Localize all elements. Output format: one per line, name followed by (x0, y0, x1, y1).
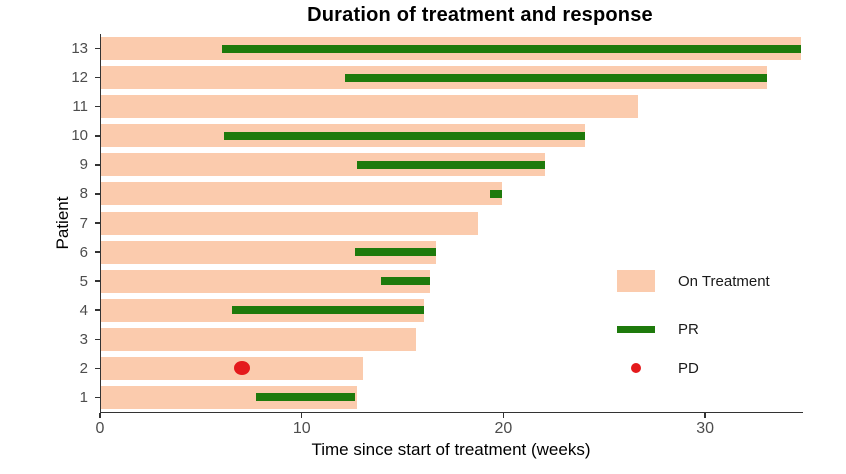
y-tick-mark (95, 396, 100, 399)
x-tick-mark (704, 413, 706, 418)
x-tick-mark (502, 413, 505, 418)
legend-label-pr: PR (678, 320, 699, 338)
on-treatment-bar (101, 240, 436, 264)
pr-bar (490, 189, 503, 198)
legend: On Treatment PR PD (617, 270, 807, 385)
x-tick-label: 10 (292, 420, 311, 437)
on-treatment-swatch-box (617, 270, 655, 292)
y-tick-label: 8 (79, 185, 88, 203)
y-tick-mark (95, 76, 100, 79)
on-treatment-bar (101, 385, 358, 409)
y-tick-label: 10 (71, 127, 88, 145)
on-treatment-swatch (617, 270, 655, 292)
x-axis: 0 10 20 30 (96, 413, 802, 473)
pr-bar (222, 44, 801, 53)
pr-line-swatch (617, 325, 655, 333)
pr-bar (357, 160, 545, 169)
plot-area (100, 34, 803, 413)
x-tick-mark (300, 413, 303, 418)
legend-label-pd: PD (678, 359, 699, 377)
y-tick-mark (95, 193, 100, 195)
legend-entry-on-treatment: On Treatment (617, 270, 770, 292)
pr-bar (256, 393, 356, 402)
on-treatment-bar (101, 182, 503, 206)
legend-entry-pr: PR (617, 318, 699, 340)
y-tick-mark (95, 367, 100, 370)
pr-bar (224, 131, 586, 140)
y-tick-mark (95, 105, 100, 108)
y-tick-label: 12 (71, 69, 88, 87)
on-treatment-bar (101, 327, 416, 351)
pd-dot (234, 361, 251, 376)
y-tick-mark (95, 280, 100, 282)
y-tick-label: 5 (79, 272, 88, 290)
y-tick-label: 6 (79, 243, 88, 261)
y-tick-label: 9 (79, 156, 88, 174)
x-tick-mark (99, 413, 101, 418)
pr-bar (355, 248, 436, 257)
pr-bar (345, 73, 767, 82)
pd-dot-swatch (631, 363, 641, 373)
on-treatment-bar (101, 211, 479, 235)
x-axis-label: Time since start of treatment (weeks) (311, 440, 591, 459)
x-tick-label: 0 (95, 420, 105, 437)
y-tick-mark (95, 309, 100, 311)
y-tick-label: 2 (79, 359, 88, 377)
y-tick-mark (95, 135, 100, 137)
y-tick-mark (95, 222, 100, 224)
y-tick-label: 4 (79, 301, 88, 319)
on-treatment-bar (101, 356, 364, 380)
y-axis: 13 12 11 10 9 8 7 6 5 4 3 2 1 (0, 34, 100, 412)
pr-bar (232, 306, 424, 315)
x-tick-label: 30 (696, 420, 715, 437)
y-tick-mark (95, 338, 100, 341)
y-tick-label: 3 (79, 330, 88, 348)
pr-swatch-box (617, 318, 655, 340)
y-tick-mark (95, 251, 100, 253)
x-tick-label: 20 (494, 420, 513, 437)
y-tick-label: 11 (72, 98, 88, 116)
on-treatment-bar (101, 153, 545, 177)
chart-title: Duration of treatment and response (307, 4, 653, 26)
y-tick-label: 1 (79, 388, 88, 406)
y-tick-label: 7 (79, 214, 88, 232)
on-treatment-bar (101, 95, 638, 119)
y-tick-mark (95, 164, 100, 166)
legend-entry-pd: PD (617, 357, 699, 379)
y-tick-label: 13 (71, 40, 88, 58)
y-tick-mark (95, 47, 100, 50)
pr-bar (381, 277, 430, 286)
on-treatment-bar (101, 269, 430, 293)
legend-label-on-treatment: On Treatment (678, 272, 770, 290)
pd-swatch-box (617, 357, 655, 379)
